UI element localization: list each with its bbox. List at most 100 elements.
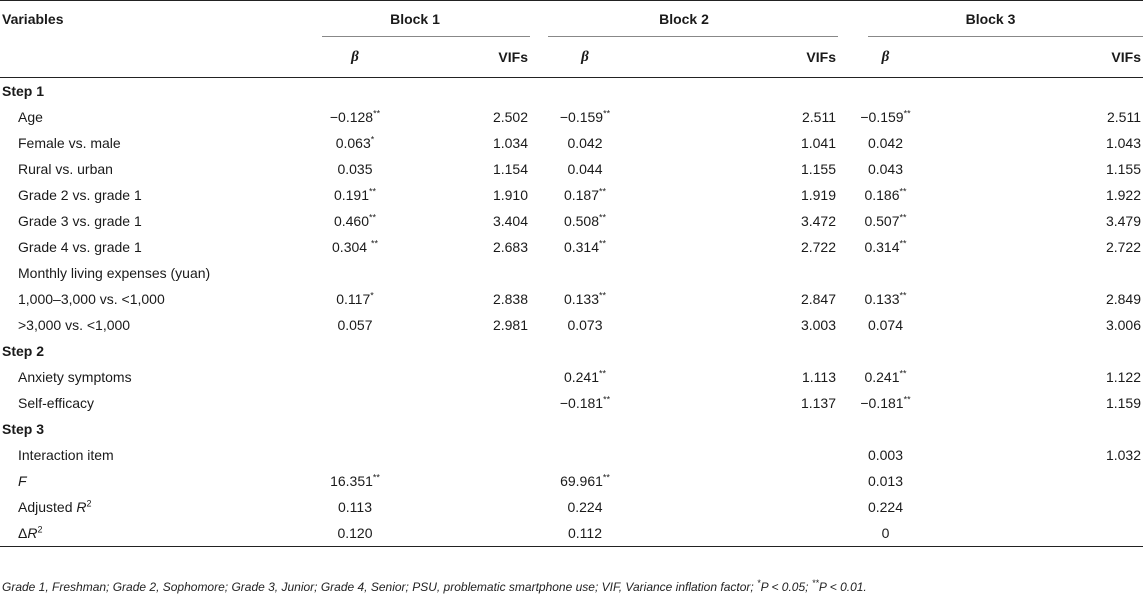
block-2-vif-value: 1.155 xyxy=(800,161,836,177)
block-2-beta-value: 0.314 xyxy=(563,239,600,255)
block-1-rule xyxy=(322,36,530,37)
block-3-vif: 1.032 xyxy=(933,442,1143,468)
block-3-vif-value: 1.122 xyxy=(1105,369,1141,385)
block-1-vif: 2.683 xyxy=(410,234,530,260)
block-1-beta xyxy=(300,260,410,286)
table-row: Interaction item 0.003 1.032 xyxy=(0,442,1143,468)
block-3-vif: 1.122 xyxy=(933,364,1143,390)
block-1-vif-value: 3.404 xyxy=(492,213,528,229)
empty-cell xyxy=(933,468,1143,494)
block-3-beta: −0.181** xyxy=(838,390,933,416)
block-3-vif-value: 2.722 xyxy=(1105,239,1141,255)
block-1-vif: 1.910 xyxy=(410,182,530,208)
block-2-beta-value: 0.073 xyxy=(567,317,603,333)
empty-cell xyxy=(933,416,1143,442)
block-2-vif: 3.003 xyxy=(640,312,838,338)
block-1-beta-value: 0.063 xyxy=(335,135,371,151)
block-2-vifs-header: VIFs xyxy=(806,49,836,65)
block-1-vif-value: 2.838 xyxy=(492,291,528,307)
row-label: >3,000 vs. <1,000 xyxy=(18,317,131,333)
block-2-beta-header: β xyxy=(581,49,589,65)
block-2-vif-value: 2.511 xyxy=(802,109,836,125)
empty-cell xyxy=(410,416,530,442)
block-2-vif-value: 2.847 xyxy=(800,291,836,307)
row-label: Monthly living expenses (yuan) xyxy=(18,265,211,281)
empty-cell xyxy=(530,416,640,442)
block-3-vif: 2.511 xyxy=(933,104,1143,130)
step-label: Step 2 xyxy=(2,343,45,359)
table-row: Self-efficacy −0.181** 1.137 −0.181** 1.159 xyxy=(0,390,1143,416)
block-2-stat-value: 69.961 xyxy=(560,473,603,489)
table-row: 1,000–3,000 vs. <1,000 0.117* 2.838 0.133**… xyxy=(0,286,1143,312)
block-3-beta: 0.074 xyxy=(838,312,933,338)
block-1-beta-header: β xyxy=(351,49,359,65)
block-2-beta: 0.187** xyxy=(530,182,640,208)
empty-cell xyxy=(640,416,838,442)
block-3-beta: 0.003 xyxy=(838,442,933,468)
block-3-stat: 0.013 xyxy=(838,468,933,494)
block-2-vif: 2.722 xyxy=(640,234,838,260)
empty-cell xyxy=(640,338,838,364)
summary-label-exponent: 2 xyxy=(37,524,43,535)
block-2-beta-significance: ** xyxy=(603,108,611,119)
block-1-vif: 3.404 xyxy=(410,208,530,234)
regression-table-container: Variables Block 1 Block 2 Block 3 β VIFs xyxy=(0,0,1143,547)
block-1-vif-value: 1.034 xyxy=(492,135,528,151)
block-1-beta-value: 0.117 xyxy=(336,291,371,307)
table-row: >3,000 vs. <1,000 0.057 2.981 0.073 3.003 0.0… xyxy=(0,312,1143,338)
block-3-beta: 0.314** xyxy=(838,234,933,260)
block-3-beta-significance: ** xyxy=(899,290,907,301)
block-3-beta-value: 0.314 xyxy=(864,239,900,255)
block-3-stat-value: 0.013 xyxy=(867,473,904,489)
block-3-beta-value: 0.133 xyxy=(864,291,900,307)
block-3-stat-value: 0 xyxy=(881,525,890,541)
block-2-beta-value: 0.044 xyxy=(567,161,603,177)
block-2-stat-value: 0.224 xyxy=(567,499,603,515)
block-2-vif: 1.113 xyxy=(640,364,838,390)
block-1-vif xyxy=(410,390,530,416)
block-2-vif: 3.472 xyxy=(640,208,838,234)
row-label: Rural vs. urban xyxy=(18,161,113,177)
block-1-beta-significance: ** xyxy=(369,186,377,197)
empty-cell xyxy=(410,520,530,547)
block-1-stat: 0.113 xyxy=(300,494,410,520)
block-3-vif-value: 1.159 xyxy=(1105,395,1141,411)
empty-cell xyxy=(410,338,530,364)
block-3-stat: 0.224 xyxy=(838,494,933,520)
summary-label: F xyxy=(0,468,300,494)
block-3-beta-significance: ** xyxy=(899,238,907,249)
empty-cell xyxy=(300,78,410,105)
empty-cell xyxy=(410,78,530,105)
summary-label-symbol: R xyxy=(76,499,87,515)
block-3-beta-value: 0.074 xyxy=(867,317,904,333)
row-label: Female vs. male xyxy=(18,135,121,151)
block-2-vif-value: 1.041 xyxy=(800,135,836,151)
table-body: Step 1 Age −0.128** 2.502 −0.159** 2.511 −0.15… xyxy=(0,78,1143,547)
block-3-beta-value: 0.507 xyxy=(864,213,900,229)
block-2-vif: 1.137 xyxy=(640,390,838,416)
table-row: Grade 3 vs. grade 1 0.460** 3.404 0.508** 3.… xyxy=(0,208,1143,234)
block-3-beta: 0.241** xyxy=(838,364,933,390)
block-1-vif: 1.034 xyxy=(410,130,530,156)
footnote-p1-marker: * xyxy=(757,578,761,588)
empty-cell xyxy=(933,520,1143,547)
block-1-beta: 0.057 xyxy=(300,312,410,338)
block-1-beta-value: 0.035 xyxy=(337,161,373,177)
block-2-beta: 0.314** xyxy=(530,234,640,260)
block-2-beta: −0.181** xyxy=(530,390,640,416)
block-2-beta-value: 0.241 xyxy=(563,369,600,385)
block-3-beta-significance: ** xyxy=(899,186,907,197)
block-1-vif-value: 2.981 xyxy=(492,317,528,333)
block-3-beta-significance: ** xyxy=(903,108,911,119)
empty-cell xyxy=(300,416,410,442)
block-3-vif-value: 2.849 xyxy=(1105,291,1141,307)
block-1-vifs-header: VIFs xyxy=(498,49,528,65)
block-2-vif xyxy=(640,442,838,468)
block-3-beta: −0.159** xyxy=(838,104,933,130)
empty-cell xyxy=(933,494,1143,520)
block-3-beta xyxy=(838,260,933,286)
block-2-stat: 0.224 xyxy=(530,494,640,520)
empty-cell xyxy=(933,78,1143,105)
summary-label-symbol: R xyxy=(27,525,38,541)
block-1-vif: 1.154 xyxy=(410,156,530,182)
